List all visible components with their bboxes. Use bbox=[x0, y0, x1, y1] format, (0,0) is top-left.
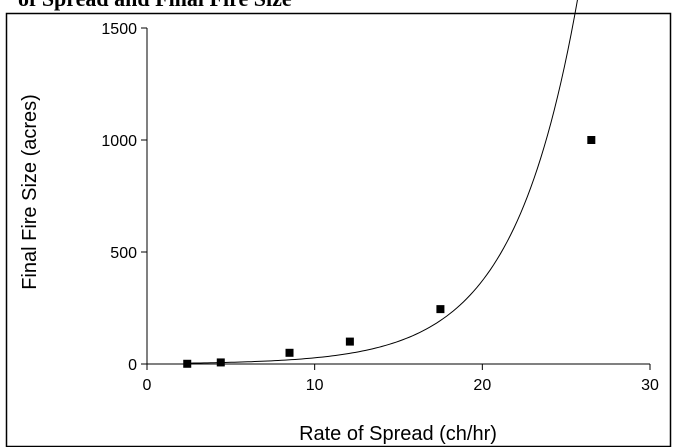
y-axis-ticks: 0 500 1000 1500 bbox=[101, 21, 147, 374]
y-tick-label: 500 bbox=[110, 245, 137, 262]
chart-frame bbox=[5, 12, 672, 447]
y-axis-title: Final Fire Size (acres) bbox=[19, 94, 41, 290]
x-tick-label: 20 bbox=[473, 377, 491, 394]
y-tick-label: 0 bbox=[128, 357, 137, 374]
exponential-trendline bbox=[187, 0, 578, 364]
y-tick-label: 1000 bbox=[101, 133, 137, 150]
data-point bbox=[285, 348, 294, 357]
x-tick-label: 0 bbox=[143, 377, 152, 394]
data-point bbox=[183, 359, 192, 368]
data-point bbox=[587, 136, 596, 144]
chart-title: of Spread and Final Fire Size bbox=[18, 0, 292, 11]
x-axis-title: Rate of Spread (ch/hr) bbox=[299, 423, 497, 445]
x-tick-label: 10 bbox=[306, 377, 324, 394]
y-tick-label: 1500 bbox=[101, 21, 137, 38]
x-tick-label: 30 bbox=[641, 377, 659, 394]
x-axis-ticks: 0 10 20 30 bbox=[143, 364, 659, 394]
data-points bbox=[183, 136, 596, 368]
data-point bbox=[436, 305, 445, 314]
data-point bbox=[345, 337, 354, 346]
data-point bbox=[216, 358, 225, 367]
